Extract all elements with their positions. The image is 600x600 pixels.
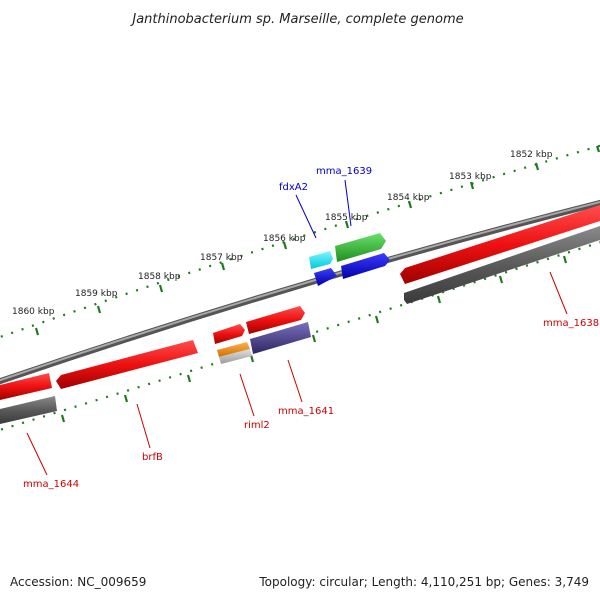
gene-brfB bbox=[56, 340, 198, 389]
gene-label-riml2: riml2 bbox=[244, 420, 270, 431]
gene-fdxA2 bbox=[309, 251, 333, 269]
tick-label-1859: 1859 kbp bbox=[75, 289, 118, 299]
cds-gray-right bbox=[404, 226, 600, 304]
outer-major-ticks bbox=[34, 145, 600, 336]
tick-label-1855: 1855 kbp bbox=[325, 213, 368, 223]
tick-label-1858: 1858 kbp bbox=[138, 272, 181, 282]
leader-mma-1639 bbox=[344, 179, 352, 227]
tick-label-1857: 1857 kbp bbox=[200, 253, 243, 263]
gene-red-mid bbox=[246, 306, 305, 334]
cds-red-right bbox=[400, 205, 600, 284]
leader-mma-1644 bbox=[26, 432, 48, 476]
tick-label-1856: 1856 kbp bbox=[263, 234, 306, 244]
tick-label-1852: 1852 kbp bbox=[510, 150, 553, 160]
leader-brfB bbox=[136, 403, 151, 449]
gene-label-mma-1639: mma_1639 bbox=[316, 166, 372, 177]
genome-backbone-highlight bbox=[0, 201, 600, 382]
leader-mma-1641 bbox=[287, 359, 303, 403]
leader-riml2 bbox=[239, 373, 255, 417]
gene-blue-small bbox=[314, 268, 337, 286]
tick-label-1854: 1854 kbp bbox=[387, 193, 430, 203]
tick-label-1853: 1853 kbp bbox=[449, 172, 492, 182]
inner-major-ticks bbox=[60, 255, 568, 423]
gene-label-mma-1638: mma_1638 bbox=[543, 318, 599, 329]
leader-lines bbox=[26, 179, 568, 476]
tick-label-1860: 1860 kbp bbox=[12, 307, 55, 317]
gene-mma-1639 bbox=[335, 233, 386, 262]
accession-text: Accession: NC_009659 bbox=[10, 575, 146, 589]
gene-riml2-shadow bbox=[219, 349, 252, 364]
gene-label-fdxA2: fdxA2 bbox=[279, 182, 308, 193]
gene-red-small bbox=[213, 324, 245, 344]
leader-fdxA2 bbox=[295, 194, 317, 239]
cds-gray-left bbox=[0, 396, 57, 424]
map-title: Janthinobacterium sp. Marseille, complet… bbox=[129, 12, 463, 27]
gene-label-mma-1641: mma_1641 bbox=[278, 406, 334, 417]
leader-mma-1638 bbox=[549, 271, 568, 315]
gene-label-mma-1644: mma_1644 bbox=[23, 479, 79, 490]
gene-label-brfB: brfB bbox=[142, 452, 163, 463]
cds-red-left bbox=[0, 373, 52, 400]
topology-text: Topology: circular; Length: 4,110,251 bp… bbox=[258, 575, 589, 589]
gene-blue-large bbox=[341, 253, 390, 279]
gene-mma-1641 bbox=[250, 322, 311, 354]
gene-riml2 bbox=[217, 342, 250, 357]
